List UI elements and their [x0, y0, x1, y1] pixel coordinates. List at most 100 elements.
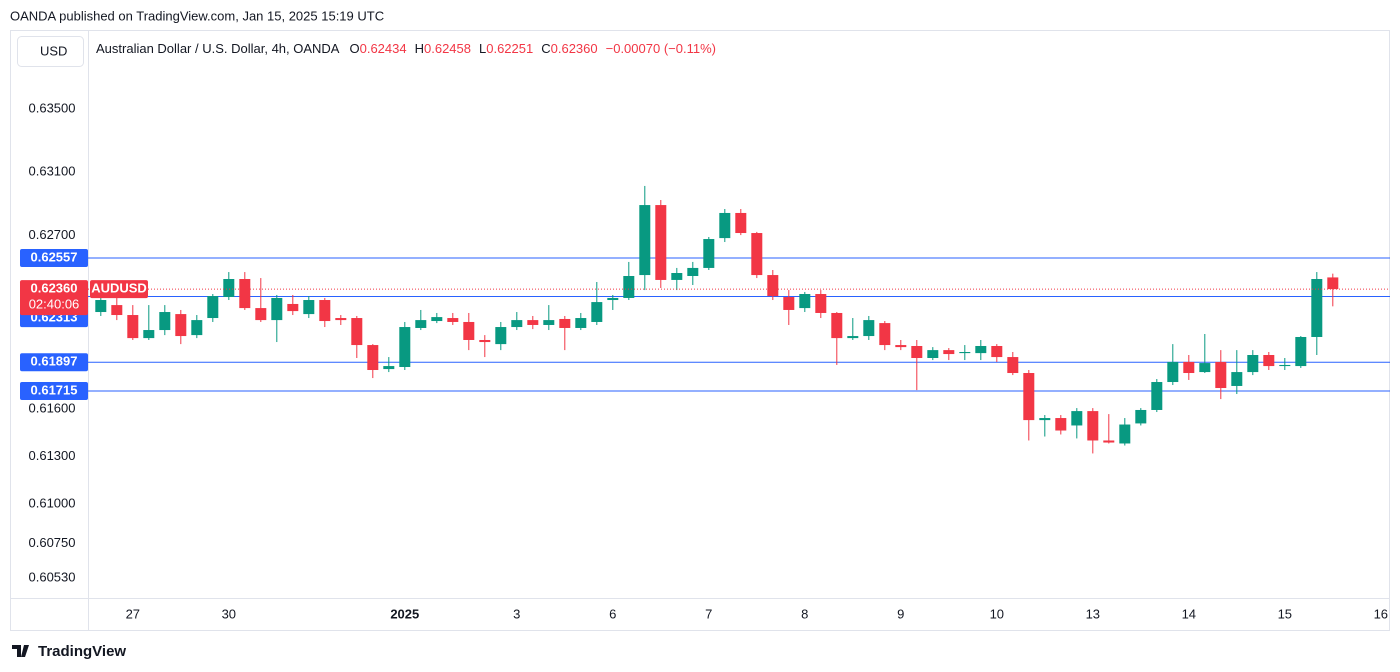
x-tick-label: 9	[897, 606, 904, 621]
currency-button[interactable]	[17, 36, 84, 67]
candle-body	[815, 294, 827, 313]
change: −0.00070 (−0.11%)	[606, 41, 716, 56]
candle-body	[1231, 372, 1243, 386]
last-price-box	[20, 280, 88, 316]
candle-body	[863, 320, 875, 337]
ohlc-value: 0.62434	[360, 41, 407, 56]
y-tick-label: 0.61300	[29, 448, 76, 463]
candle-body	[1311, 279, 1323, 337]
candle-body	[719, 212, 731, 239]
candle-body	[895, 345, 907, 348]
candle-body	[1263, 355, 1275, 367]
candle-body	[415, 320, 427, 328]
candle-body	[463, 321, 475, 340]
ohlc-key: C	[541, 41, 550, 56]
ohlc-key: O	[349, 41, 359, 56]
y-tick-label: 0.63100	[29, 164, 76, 179]
symbol-tag: AUDUSD	[91, 281, 147, 296]
candle-body	[223, 279, 235, 298]
candle-body	[335, 318, 347, 321]
candle-body	[1327, 277, 1339, 290]
price-line-label: 0.62557	[31, 249, 78, 264]
candle-body	[607, 297, 619, 301]
candle-body	[703, 239, 715, 268]
ohlc-value: 0.62251	[486, 41, 533, 56]
candle-body	[543, 320, 555, 325]
y-tick-label: 0.61600	[29, 401, 76, 416]
candle-body	[383, 366, 395, 370]
candle-body	[911, 345, 923, 359]
price-line-label-box	[20, 382, 88, 401]
x-tick-label: 8	[801, 606, 808, 621]
x-tick-label: 6	[609, 606, 616, 621]
y-tick-label: 0.60750	[29, 535, 76, 550]
candle-body	[1007, 357, 1019, 374]
candle-body	[831, 312, 843, 339]
candle-body	[879, 323, 891, 346]
candle-body	[191, 320, 203, 336]
candle-body	[527, 320, 539, 325]
candle-body	[351, 318, 363, 346]
candle-body	[495, 327, 507, 345]
publisher: OANDA published on TradingView.com, Jan …	[10, 8, 384, 23]
candle-body	[591, 302, 603, 322]
y-tick-label: 0.63500	[29, 100, 76, 115]
candle-body	[767, 275, 779, 297]
candle-body	[927, 350, 939, 359]
last-price-label: 0.62360	[31, 281, 78, 296]
symbol-legend: Australian Dollar / U.S. Dollar, 4h, OAN…	[96, 41, 716, 56]
ohlc-value: 0.62360	[551, 41, 598, 56]
candle-body	[399, 327, 411, 368]
x-tick-label: 16	[1374, 606, 1388, 621]
candle-body	[687, 267, 699, 277]
x-tick-label: 13	[1086, 606, 1100, 621]
candle-body	[255, 308, 267, 321]
logo-text: TradingView	[38, 643, 126, 660]
candle-body	[735, 212, 747, 234]
x-tick-label: 2025	[390, 606, 419, 621]
x-tick-label: 30	[222, 606, 236, 621]
x-tick-label: 3	[513, 606, 520, 621]
candle-body	[207, 296, 219, 319]
candle-body	[271, 297, 283, 321]
candle-body	[1279, 364, 1291, 367]
candle-body	[783, 297, 795, 310]
x-tick-label: 14	[1182, 606, 1196, 621]
candle-body	[143, 330, 155, 339]
x-tick-label: 10	[990, 606, 1004, 621]
candle-body	[287, 303, 299, 312]
candle-body	[1183, 361, 1195, 374]
ohlc-key: H	[415, 41, 424, 56]
candle-body	[799, 294, 811, 309]
price-line-label: 0.61715	[31, 382, 78, 397]
x-tick-label: 15	[1278, 606, 1292, 621]
candle-body	[239, 279, 251, 309]
candle-body	[1247, 355, 1259, 373]
candle-body	[479, 339, 491, 343]
candle-body	[367, 345, 379, 371]
candle-body	[671, 272, 683, 280]
candle-body	[1215, 361, 1227, 389]
candle-body	[1167, 361, 1179, 383]
candle-body	[1071, 411, 1083, 426]
candle-body	[1103, 440, 1115, 443]
ohlc-value: 0.62458	[424, 41, 471, 56]
x-tick-label: 7	[705, 606, 712, 621]
candle-body	[1087, 411, 1099, 441]
candle-body	[431, 317, 443, 322]
countdown: 02:40:06	[29, 297, 80, 312]
price-line-label-box	[20, 353, 88, 372]
candle-body	[319, 300, 331, 322]
candle-body	[127, 315, 139, 339]
candle-body	[959, 351, 971, 354]
y-tick-label: 0.61000	[29, 495, 76, 510]
y-tick-label: 0.60530	[29, 570, 76, 585]
candle-body	[575, 318, 587, 328]
price-line-label: 0.61897	[31, 354, 78, 369]
candle-body	[1023, 373, 1035, 421]
candle-body	[847, 336, 859, 339]
candle-body	[95, 300, 107, 313]
y-tick-label: 0.62700	[29, 227, 76, 242]
